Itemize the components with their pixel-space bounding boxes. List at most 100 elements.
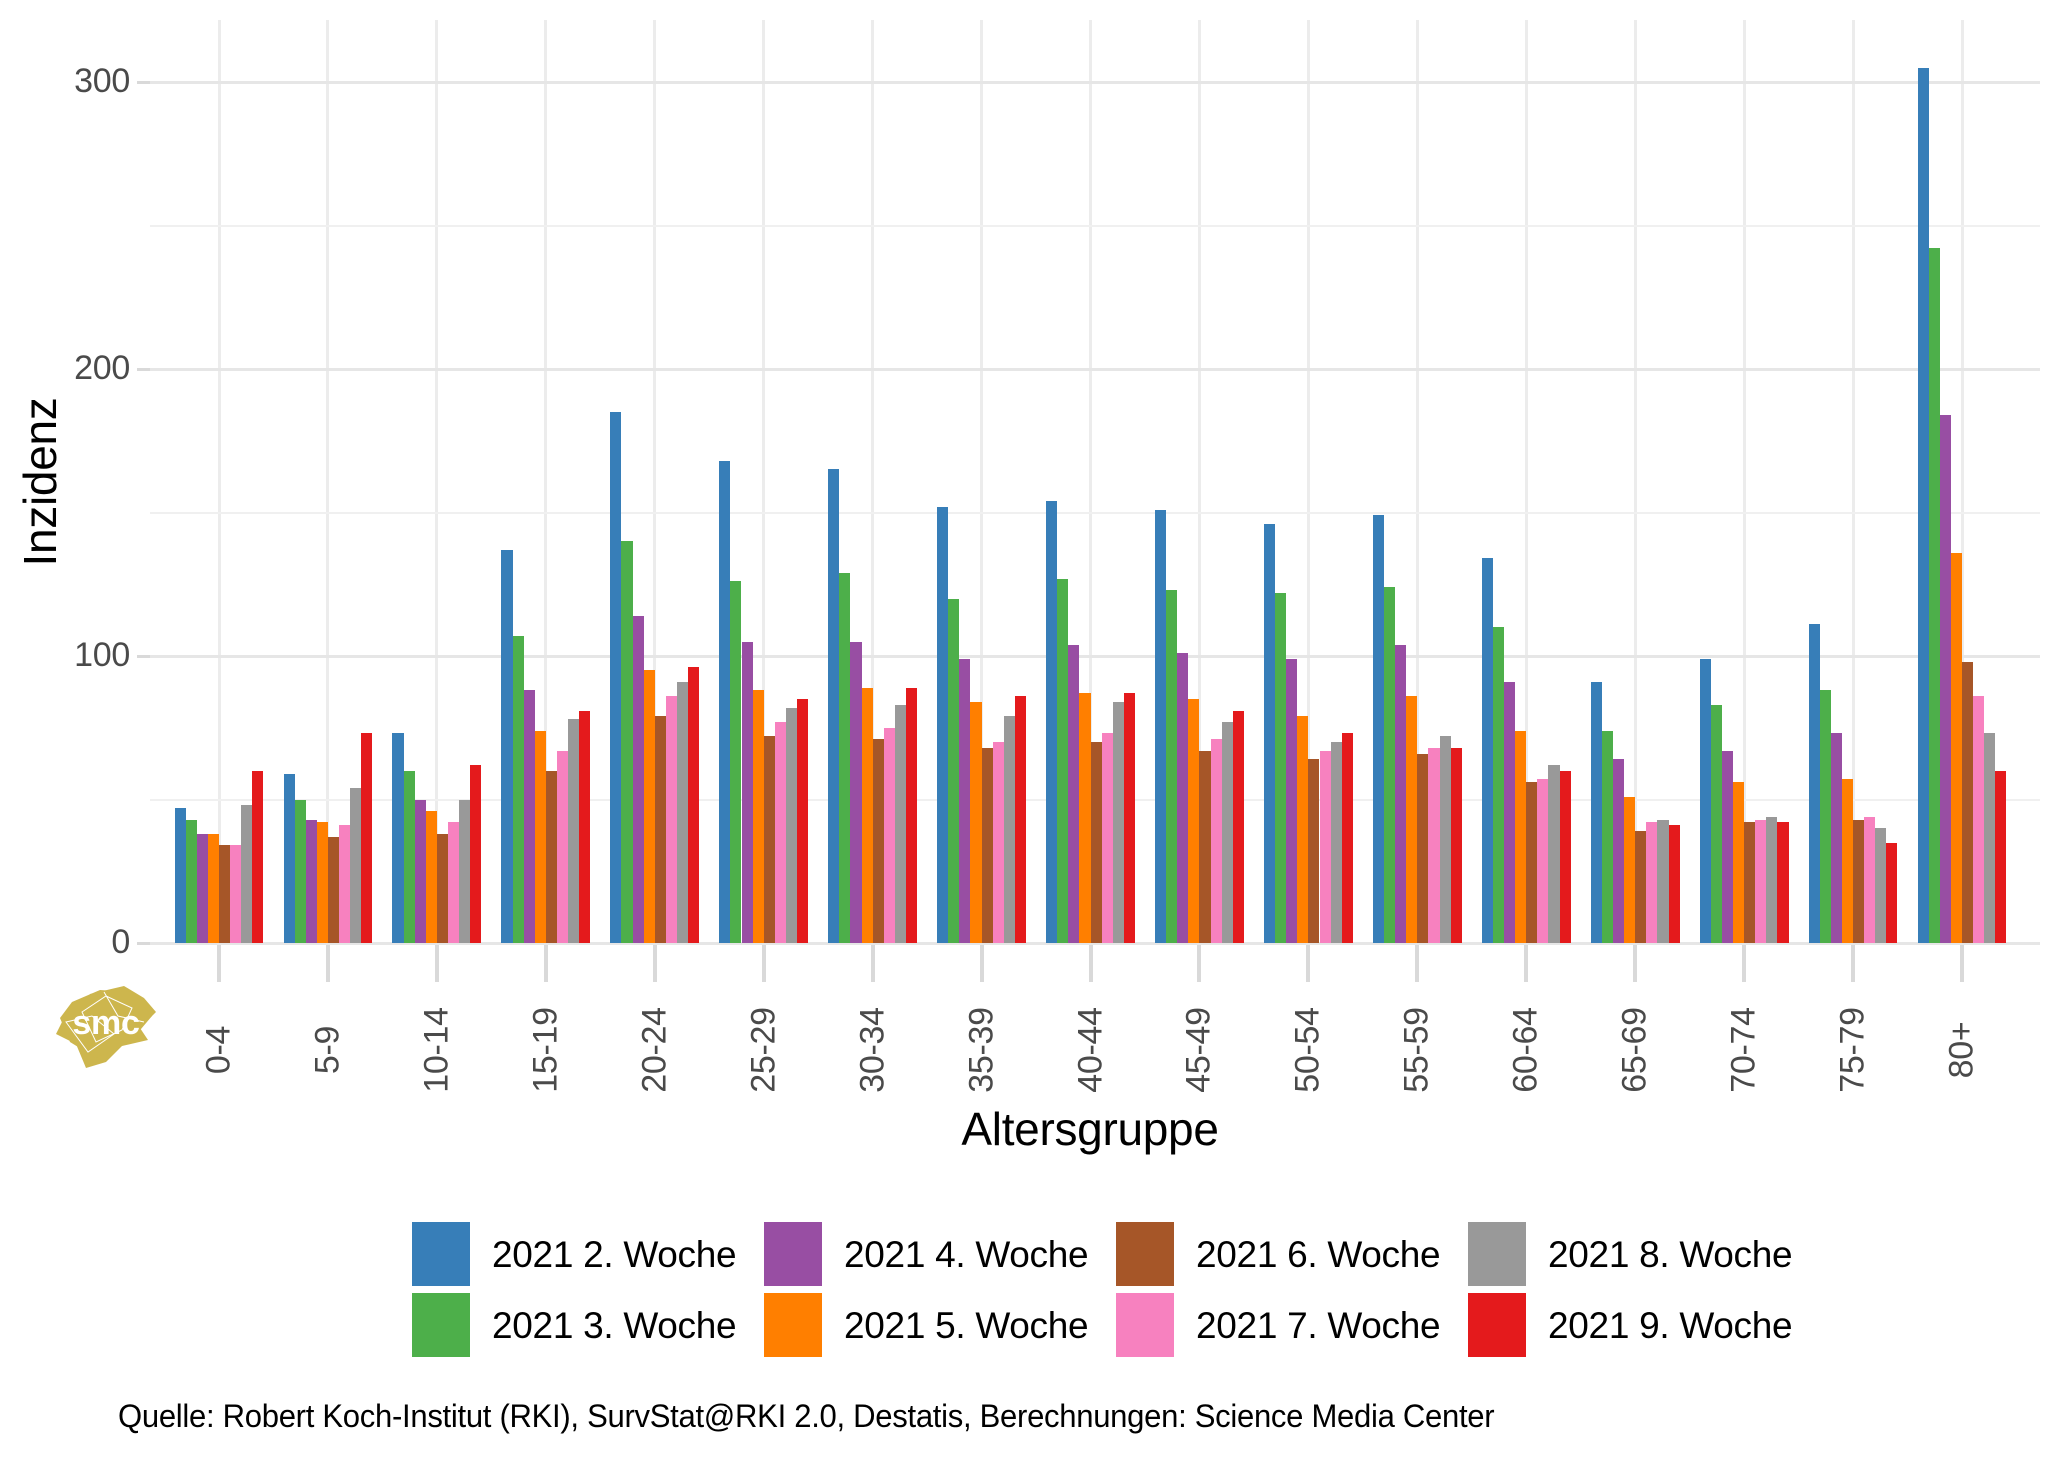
bar-65-69-2021-6.-Woche [1635, 831, 1647, 943]
x-tick-label: 0-4 [199, 1025, 238, 1075]
legend-label: 2021 2. Woche [492, 1234, 737, 1275]
smc-logo: smc [56, 986, 156, 1068]
bar-70-74-2021-4.-Woche [1721, 750, 1734, 943]
bar-50-54-2021-2.-Woche [1264, 523, 1276, 943]
bar-0-4-2021-3.-Woche [185, 819, 197, 943]
x-tick-label: 50-54 [1288, 1007, 1327, 1093]
bar-10-14-2021-3.-Woche [403, 770, 415, 943]
legend-swatch-2021-4.-Woche [764, 1222, 822, 1286]
x-tick-label: 5-9 [308, 1025, 347, 1075]
bar-45-49-2021-9.-Woche [1232, 710, 1244, 943]
y-axis-tick [137, 368, 150, 371]
v-gridline [1089, 20, 1093, 946]
bar-35-39-2021-8.-Woche [1003, 716, 1015, 943]
x-axis-tick [325, 945, 330, 982]
bar-70-74-2021-5.-Woche [1733, 782, 1745, 943]
legend-swatch-2021-2.-Woche [412, 1222, 470, 1286]
h-gridline-major [150, 655, 2040, 658]
x-axis-tick [1742, 945, 1747, 982]
x-tick-label: 25-29 [744, 1007, 783, 1093]
bar-5-9-2021-4.-Woche [305, 819, 317, 943]
legend-label: 2021 7. Woche [1196, 1305, 1441, 1346]
bar-80+-2021-8.-Woche [1984, 733, 1996, 943]
x-axis-tick [217, 945, 221, 982]
x-axis-title: Altersgruppe [961, 1103, 1219, 1155]
bar-20-24-2021-5.-Woche [643, 670, 655, 943]
bar-15-19-2021-5.-Woche [534, 730, 546, 943]
source-attribution: Quelle: Robert Koch-Institut (RKI), Surv… [118, 1398, 1495, 1434]
x-axis-tick [870, 945, 875, 982]
v-gridline [1633, 20, 1637, 946]
bar-55-59-2021-7.-Woche [1428, 747, 1440, 943]
bar-40-44-2021-4.-Woche [1068, 644, 1080, 943]
legend-swatch-2021-3.-Woche [412, 1293, 470, 1357]
smc-logo-text: smc [72, 1004, 139, 1042]
bar-25-29-2021-3.-Woche [730, 581, 742, 943]
bar-10-14-2021-6.-Woche [436, 833, 448, 943]
h-gridline-minor [150, 224, 2040, 227]
x-tick-label: 65-69 [1615, 1007, 1654, 1093]
v-gridline [1851, 20, 1855, 946]
bar-30-34-2021-8.-Woche [894, 704, 906, 943]
x-axis-tick [652, 945, 657, 982]
bar-5-9-2021-9.-Woche [361, 733, 373, 943]
bar-40-44-2021-6.-Woche [1090, 742, 1102, 943]
x-axis-tick [1088, 945, 1093, 982]
bar-35-39-2021-5.-Woche [970, 701, 982, 943]
bar-70-74-2021-2.-Woche [1699, 658, 1711, 943]
bar-45-49-2021-8.-Woche [1221, 722, 1233, 943]
legend-label: 2021 6. Woche [1196, 1234, 1441, 1275]
bar-75-79-2021-8.-Woche [1875, 828, 1887, 943]
x-axis-tick [434, 945, 439, 982]
bar-70-74-2021-6.-Woche [1744, 822, 1756, 943]
x-axis-tick [761, 945, 766, 982]
bar-55-59-2021-4.-Woche [1395, 644, 1407, 943]
bar-0-4-2021-4.-Woche [196, 833, 208, 943]
bar-65-69-2021-8.-Woche [1657, 819, 1669, 943]
bar-35-39-2021-7.-Woche [992, 742, 1004, 943]
bar-20-24-2021-8.-Woche [676, 681, 689, 943]
bar-50-54-2021-8.-Woche [1330, 742, 1342, 943]
bar-10-14-2021-9.-Woche [470, 765, 482, 943]
bar-75-79-2021-7.-Woche [1864, 816, 1876, 943]
bar-25-29-2021-8.-Woche [785, 707, 797, 943]
bar-5-9-2021-2.-Woche [283, 773, 295, 943]
bar-80+-2021-6.-Woche [1962, 661, 1974, 943]
bar-15-19-2021-9.-Woche [579, 710, 591, 943]
bar-55-59-2021-9.-Woche [1450, 747, 1462, 943]
v-gridline [1742, 20, 1746, 946]
bar-65-69-2021-9.-Woche [1668, 825, 1680, 943]
bar-50-54-2021-3.-Woche [1275, 592, 1287, 943]
bar-15-19-2021-6.-Woche [545, 770, 557, 943]
v-gridline [1960, 20, 1964, 946]
bar-60-64-2021-9.-Woche [1559, 770, 1571, 943]
bar-80+-2021-7.-Woche [1973, 696, 1985, 943]
bar-35-39-2021-9.-Woche [1014, 696, 1026, 943]
bar-80+-2021-2.-Woche [1917, 67, 1929, 943]
bar-65-69-2021-3.-Woche [1601, 730, 1613, 943]
bar-20-24-2021-9.-Woche [688, 667, 700, 943]
v-gridline [326, 20, 330, 946]
v-gridline [217, 20, 221, 946]
x-axis-tick [1524, 945, 1529, 982]
legend-label: 2021 8. Woche [1548, 1234, 1793, 1275]
bar-60-64-2021-6.-Woche [1526, 782, 1538, 943]
bar-10-14-2021-2.-Woche [392, 733, 404, 943]
bar-20-24-2021-2.-Woche [610, 412, 622, 943]
bar-30-34-2021-2.-Woche [828, 469, 840, 943]
y-axis-tick [137, 655, 150, 658]
bar-55-59-2021-3.-Woche [1384, 587, 1396, 943]
bar-15-19-2021-2.-Woche [501, 549, 513, 943]
h-gridline-major [150, 368, 2040, 371]
bar-40-44-2021-3.-Woche [1057, 578, 1069, 943]
v-gridline [871, 20, 875, 946]
bar-5-9-2021-6.-Woche [327, 836, 340, 943]
bar-10-14-2021-7.-Woche [447, 822, 460, 943]
bar-75-79-2021-5.-Woche [1842, 779, 1854, 943]
bar-60-64-2021-2.-Woche [1481, 558, 1493, 943]
bar-10-14-2021-4.-Woche [414, 799, 426, 943]
bar-60-64-2021-7.-Woche [1537, 779, 1549, 943]
y-axis-title: Inzidenz [14, 397, 66, 567]
x-tick-label: 75-79 [1833, 1007, 1872, 1093]
legend-swatch-2021-7.-Woche [1116, 1293, 1174, 1357]
